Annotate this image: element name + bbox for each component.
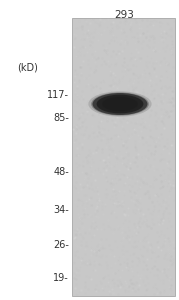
Text: 117-: 117- (47, 90, 69, 100)
Ellipse shape (93, 93, 147, 115)
Ellipse shape (88, 91, 152, 117)
Bar (72, 18, 175, 296)
Ellipse shape (97, 94, 143, 113)
Text: 34-: 34- (53, 205, 69, 215)
Text: (kD): (kD) (18, 63, 38, 73)
Text: 26-: 26- (53, 240, 69, 250)
Text: 85-: 85- (53, 113, 69, 123)
Ellipse shape (91, 92, 149, 116)
Text: 48-: 48- (53, 167, 69, 177)
Text: 19-: 19- (53, 273, 69, 283)
Text: 293: 293 (114, 10, 134, 20)
Ellipse shape (102, 97, 138, 111)
